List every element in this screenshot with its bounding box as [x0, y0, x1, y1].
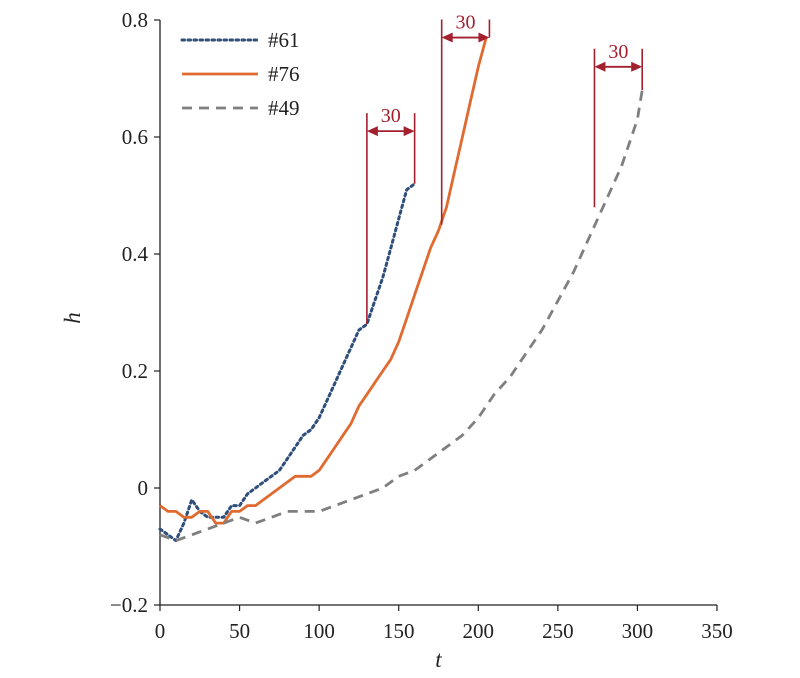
x-axis-title: t	[435, 647, 442, 672]
y-tick-label: 0.8	[122, 8, 148, 32]
series-line-2	[159, 89, 644, 542]
x-tick-label: 0	[155, 619, 166, 643]
y-tick-label: −0.2	[110, 593, 148, 617]
x-tick-label: 100	[303, 619, 335, 643]
legend-label-0: #61	[268, 28, 300, 52]
y-tick-label: 0.6	[122, 125, 148, 149]
x-tick-label: 200	[463, 619, 495, 643]
x-tick-label: 300	[622, 619, 654, 643]
x-tick-label: 350	[701, 619, 733, 643]
annotation-label: 30	[608, 41, 628, 63]
series-layer	[158, 37, 644, 543]
legend: #61 #76 #49	[180, 28, 300, 120]
axes: 0 50 100 150 200 250 300 350 −0.2 0 0.2 0.4 0.6 0.8 t h	[60, 8, 733, 672]
annotation-label: 30	[456, 12, 476, 34]
annotation-arrow-left	[366, 126, 378, 137]
series-line-0	[158, 182, 417, 543]
annotation-arrow-right	[403, 126, 415, 137]
series-line-1	[159, 37, 488, 525]
annotation-label: 30	[381, 105, 401, 127]
annotation-arrow-left	[594, 61, 606, 72]
annotation-arrow-right	[631, 61, 643, 72]
x-tick-label: 250	[542, 619, 574, 643]
legend-label-2: #49	[268, 96, 300, 120]
annotations: 30 30 30	[366, 12, 644, 325]
y-axis-title: h	[60, 312, 85, 324]
y-tick-label: 0.4	[122, 242, 149, 266]
annotation-arrow-left	[441, 32, 453, 43]
x-tick-label: 50	[229, 619, 250, 643]
x-tick-label: 150	[383, 619, 415, 643]
legend-label-1: #76	[268, 62, 300, 86]
y-tick-label: 0	[138, 476, 149, 500]
annotation-arrow-right	[478, 32, 490, 43]
y-tick-label: 0.2	[122, 359, 148, 383]
